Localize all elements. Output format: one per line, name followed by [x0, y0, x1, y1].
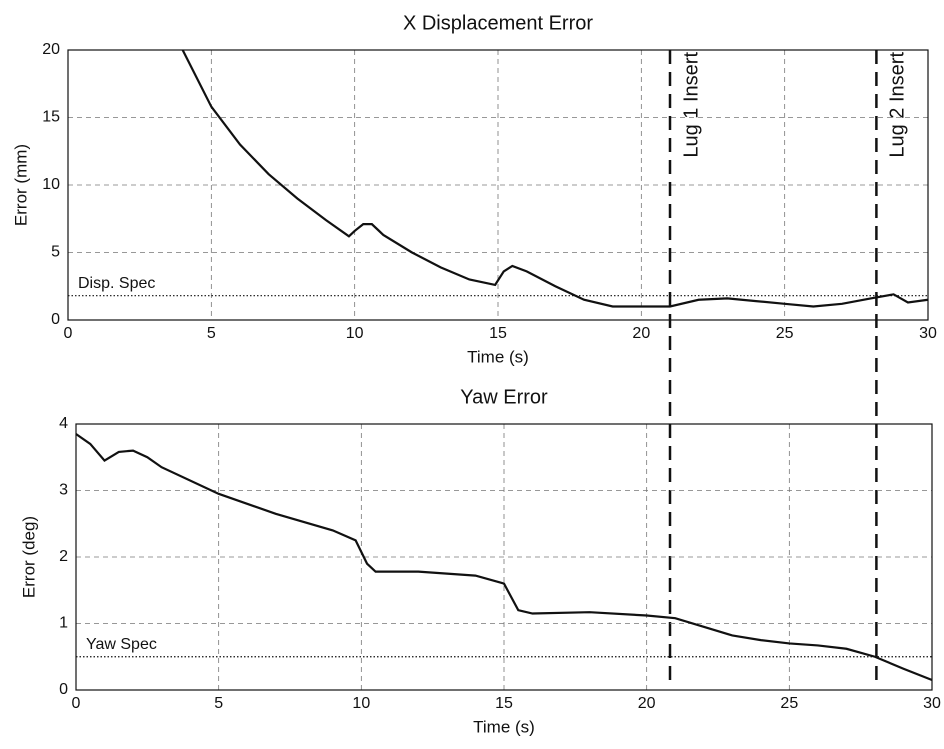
y-tick-label: 5	[51, 244, 60, 261]
x-tick-label: 5	[207, 325, 216, 342]
x-tick-label: 30	[923, 695, 941, 712]
y-axis-label: Error (deg)	[19, 516, 38, 598]
data-line	[75, 433, 933, 682]
data-line	[181, 49, 929, 308]
x-axis-label: Time (s)	[473, 717, 535, 736]
x-tick-label: 25	[780, 695, 798, 712]
event-label: Lug 1 Insert	[680, 52, 702, 158]
x-axis-label: Time (s)	[467, 347, 529, 366]
y-tick-label: 4	[59, 415, 68, 432]
x-tick-label: 0	[72, 695, 81, 712]
y-tick-label: 20	[42, 41, 60, 58]
x-tick-label: 10	[346, 325, 364, 342]
spec-label: Disp. Spec	[78, 275, 155, 292]
x-tick-label: 5	[214, 695, 223, 712]
y-axis-label: Error (mm)	[11, 144, 30, 226]
x-tick-label: 15	[495, 695, 513, 712]
y-tick-label: 1	[59, 615, 68, 632]
plot-frame	[75, 423, 933, 691]
spec-label: Yaw Spec	[86, 636, 157, 653]
x-tick-label: 20	[638, 695, 656, 712]
y-tick-label: 3	[59, 482, 68, 499]
event-label: Lug 2 Insert	[887, 52, 909, 158]
y-tick-label: 2	[59, 548, 68, 565]
x-tick-label: 10	[352, 695, 370, 712]
x-tick-label: 20	[632, 325, 650, 342]
x-tick-label: 15	[489, 325, 507, 342]
chart-title: Yaw Error	[460, 386, 548, 408]
x-tick-label: 25	[776, 325, 794, 342]
chart-title: X Displacement Error	[403, 12, 593, 34]
plot-frame	[67, 49, 929, 321]
y-tick-label: 10	[42, 176, 60, 193]
x-tick-label: 30	[919, 325, 937, 342]
x-tick-label: 0	[64, 325, 73, 342]
y-tick-label: 0	[51, 311, 60, 328]
y-tick-label: 0	[59, 681, 68, 698]
y-tick-label: 15	[42, 109, 60, 126]
